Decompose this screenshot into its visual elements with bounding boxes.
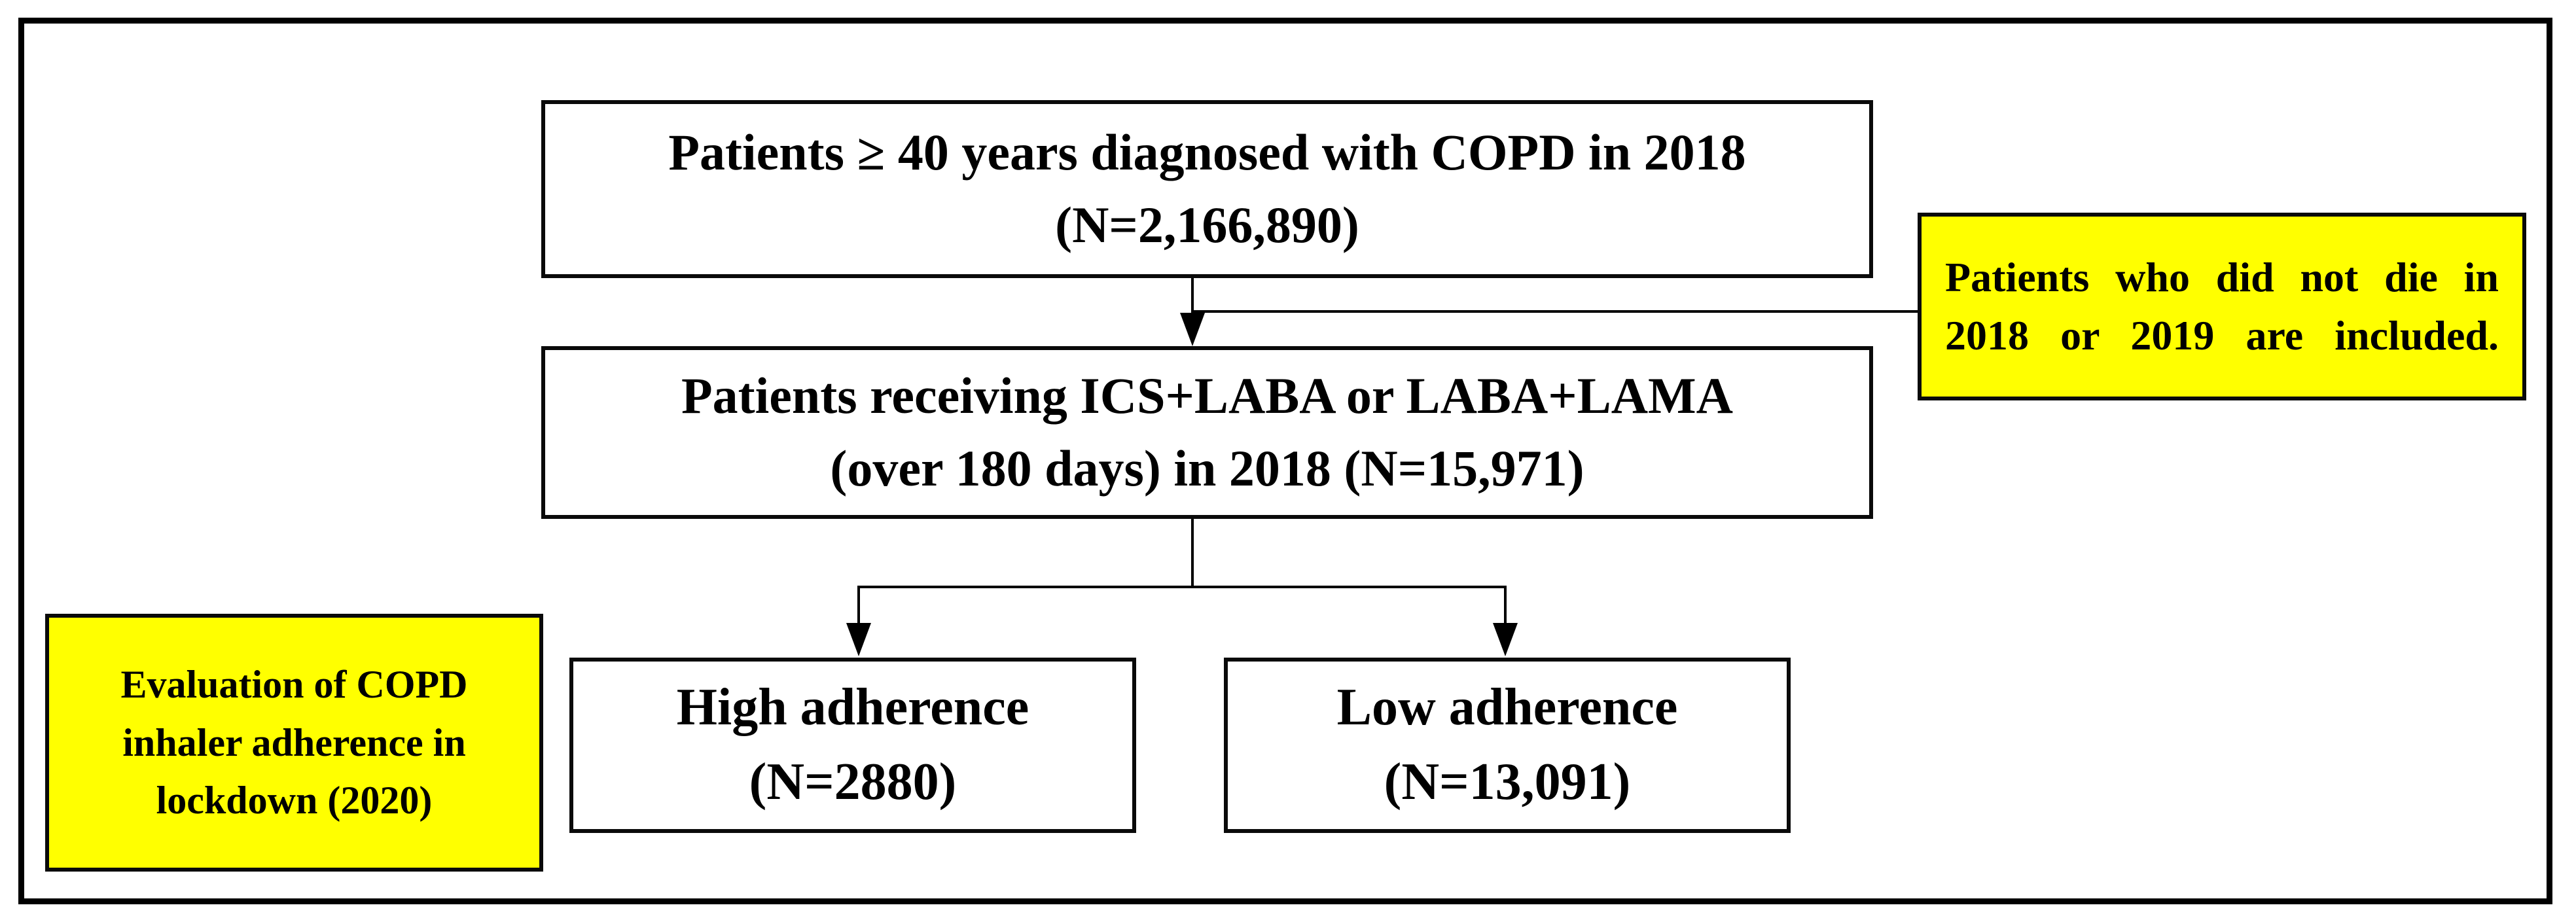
evaluation-note-line3: lockdown (2020)	[156, 779, 433, 823]
arrowhead-down-icon	[1180, 313, 1205, 346]
node-high-adherence-box: High adherence (N=2880)	[569, 658, 1136, 833]
node-low-adherence-box: Low adherence (N=13,091)	[1224, 658, 1791, 833]
node-treated-line1: Patients receiving ICS+LABA or LABA+LAMA	[681, 367, 1733, 425]
outer-frame	[18, 18, 2552, 904]
node-high-adherence-line2: (N=2880)	[749, 753, 957, 811]
arrowhead-down-icon	[846, 623, 871, 656]
evaluation-note-line1: Evaluation of COPD	[120, 662, 468, 706]
evaluation-note-box: Evaluation of COPD inhaler adherence in …	[45, 614, 543, 872]
inclusion-note-box: Patients who did not die in 2018 or 2019…	[1918, 213, 2526, 400]
node-low-adherence-line1: Low adherence	[1336, 679, 1678, 737]
node-cohort-line2: (N=2,166,890)	[1055, 196, 1359, 253]
node-cohort-box: Patients ≥ 40 years diagnosed with COPD …	[541, 100, 1873, 278]
inclusion-note-line1: Patients who did not die in	[1945, 254, 2499, 301]
evaluation-note-line2: inhaler adherence in	[122, 720, 466, 764]
node-low-adherence-line2: (N=13,091)	[1384, 753, 1631, 811]
node-cohort-line1: Patients ≥ 40 years diagnosed with COPD …	[668, 124, 1746, 181]
arrowhead-down-icon	[1493, 623, 1518, 656]
node-treated-box: Patients receiving ICS+LABA or LABA+LAMA…	[541, 346, 1873, 519]
node-treated-line2: (over 180 days) in 2018 (N=15,971)	[830, 440, 1584, 497]
inclusion-note-line2: 2018 or 2019 are included.	[1945, 311, 2499, 359]
node-high-adherence-line1: High adherence	[676, 679, 1029, 737]
